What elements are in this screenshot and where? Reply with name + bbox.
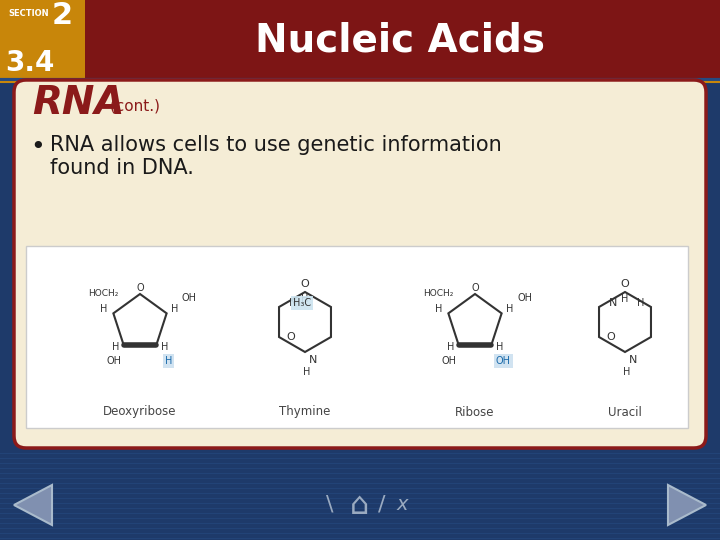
FancyBboxPatch shape (0, 0, 720, 80)
Text: (cont.): (cont.) (105, 98, 160, 113)
Text: 2: 2 (51, 2, 73, 30)
Text: H: H (621, 294, 629, 304)
Text: Deoxyribose: Deoxyribose (103, 406, 176, 419)
Text: H: H (302, 294, 309, 304)
Text: H: H (435, 305, 442, 314)
Text: O: O (471, 283, 479, 293)
Text: H: H (506, 305, 513, 314)
Text: H₃C: H₃C (293, 298, 311, 308)
Text: H: H (303, 367, 311, 377)
Text: O: O (607, 332, 616, 342)
Text: N: N (629, 355, 637, 365)
Polygon shape (668, 485, 706, 525)
Text: SECTION: SECTION (8, 9, 49, 17)
Text: x: x (396, 496, 408, 515)
Text: H: H (624, 367, 631, 377)
FancyBboxPatch shape (14, 80, 706, 448)
Text: HOCH₂: HOCH₂ (423, 289, 454, 299)
Text: H: H (165, 356, 172, 366)
Text: Uracil: Uracil (608, 406, 642, 419)
Text: 3.4: 3.4 (5, 49, 55, 77)
Text: H: H (637, 298, 644, 308)
Text: OH: OH (182, 293, 197, 303)
Text: Ribose: Ribose (455, 406, 495, 419)
Text: RNA: RNA (32, 84, 125, 122)
Text: N: N (289, 298, 297, 308)
Text: /: / (378, 495, 386, 515)
Text: H: H (171, 305, 179, 314)
Text: N: N (609, 298, 617, 308)
Text: H: H (447, 342, 454, 352)
Text: H: H (112, 342, 120, 352)
Text: Nucleic Acids: Nucleic Acids (255, 21, 545, 59)
Text: \: \ (326, 495, 334, 515)
Text: OH: OH (496, 356, 511, 366)
Text: O: O (621, 279, 629, 289)
Text: OH: OH (517, 293, 532, 303)
Text: H: H (99, 305, 107, 314)
Text: O: O (136, 283, 144, 293)
Text: Thymine: Thymine (279, 406, 330, 419)
Text: N: N (309, 355, 318, 365)
Polygon shape (14, 485, 52, 525)
Text: ⌂: ⌂ (351, 490, 369, 519)
Text: found in DNA.: found in DNA. (50, 158, 194, 178)
FancyBboxPatch shape (0, 0, 85, 80)
Text: OH: OH (441, 356, 456, 366)
Text: •: • (30, 135, 45, 159)
Text: O: O (301, 279, 310, 289)
FancyBboxPatch shape (0, 80, 720, 92)
Text: RNA allows cells to use genetic information: RNA allows cells to use genetic informat… (50, 135, 502, 155)
Text: OH: OH (106, 356, 121, 366)
Text: O: O (287, 332, 295, 342)
Text: H: H (496, 342, 503, 352)
Text: HOCH₂: HOCH₂ (88, 289, 118, 299)
Text: H: H (161, 342, 168, 352)
FancyBboxPatch shape (26, 246, 688, 428)
